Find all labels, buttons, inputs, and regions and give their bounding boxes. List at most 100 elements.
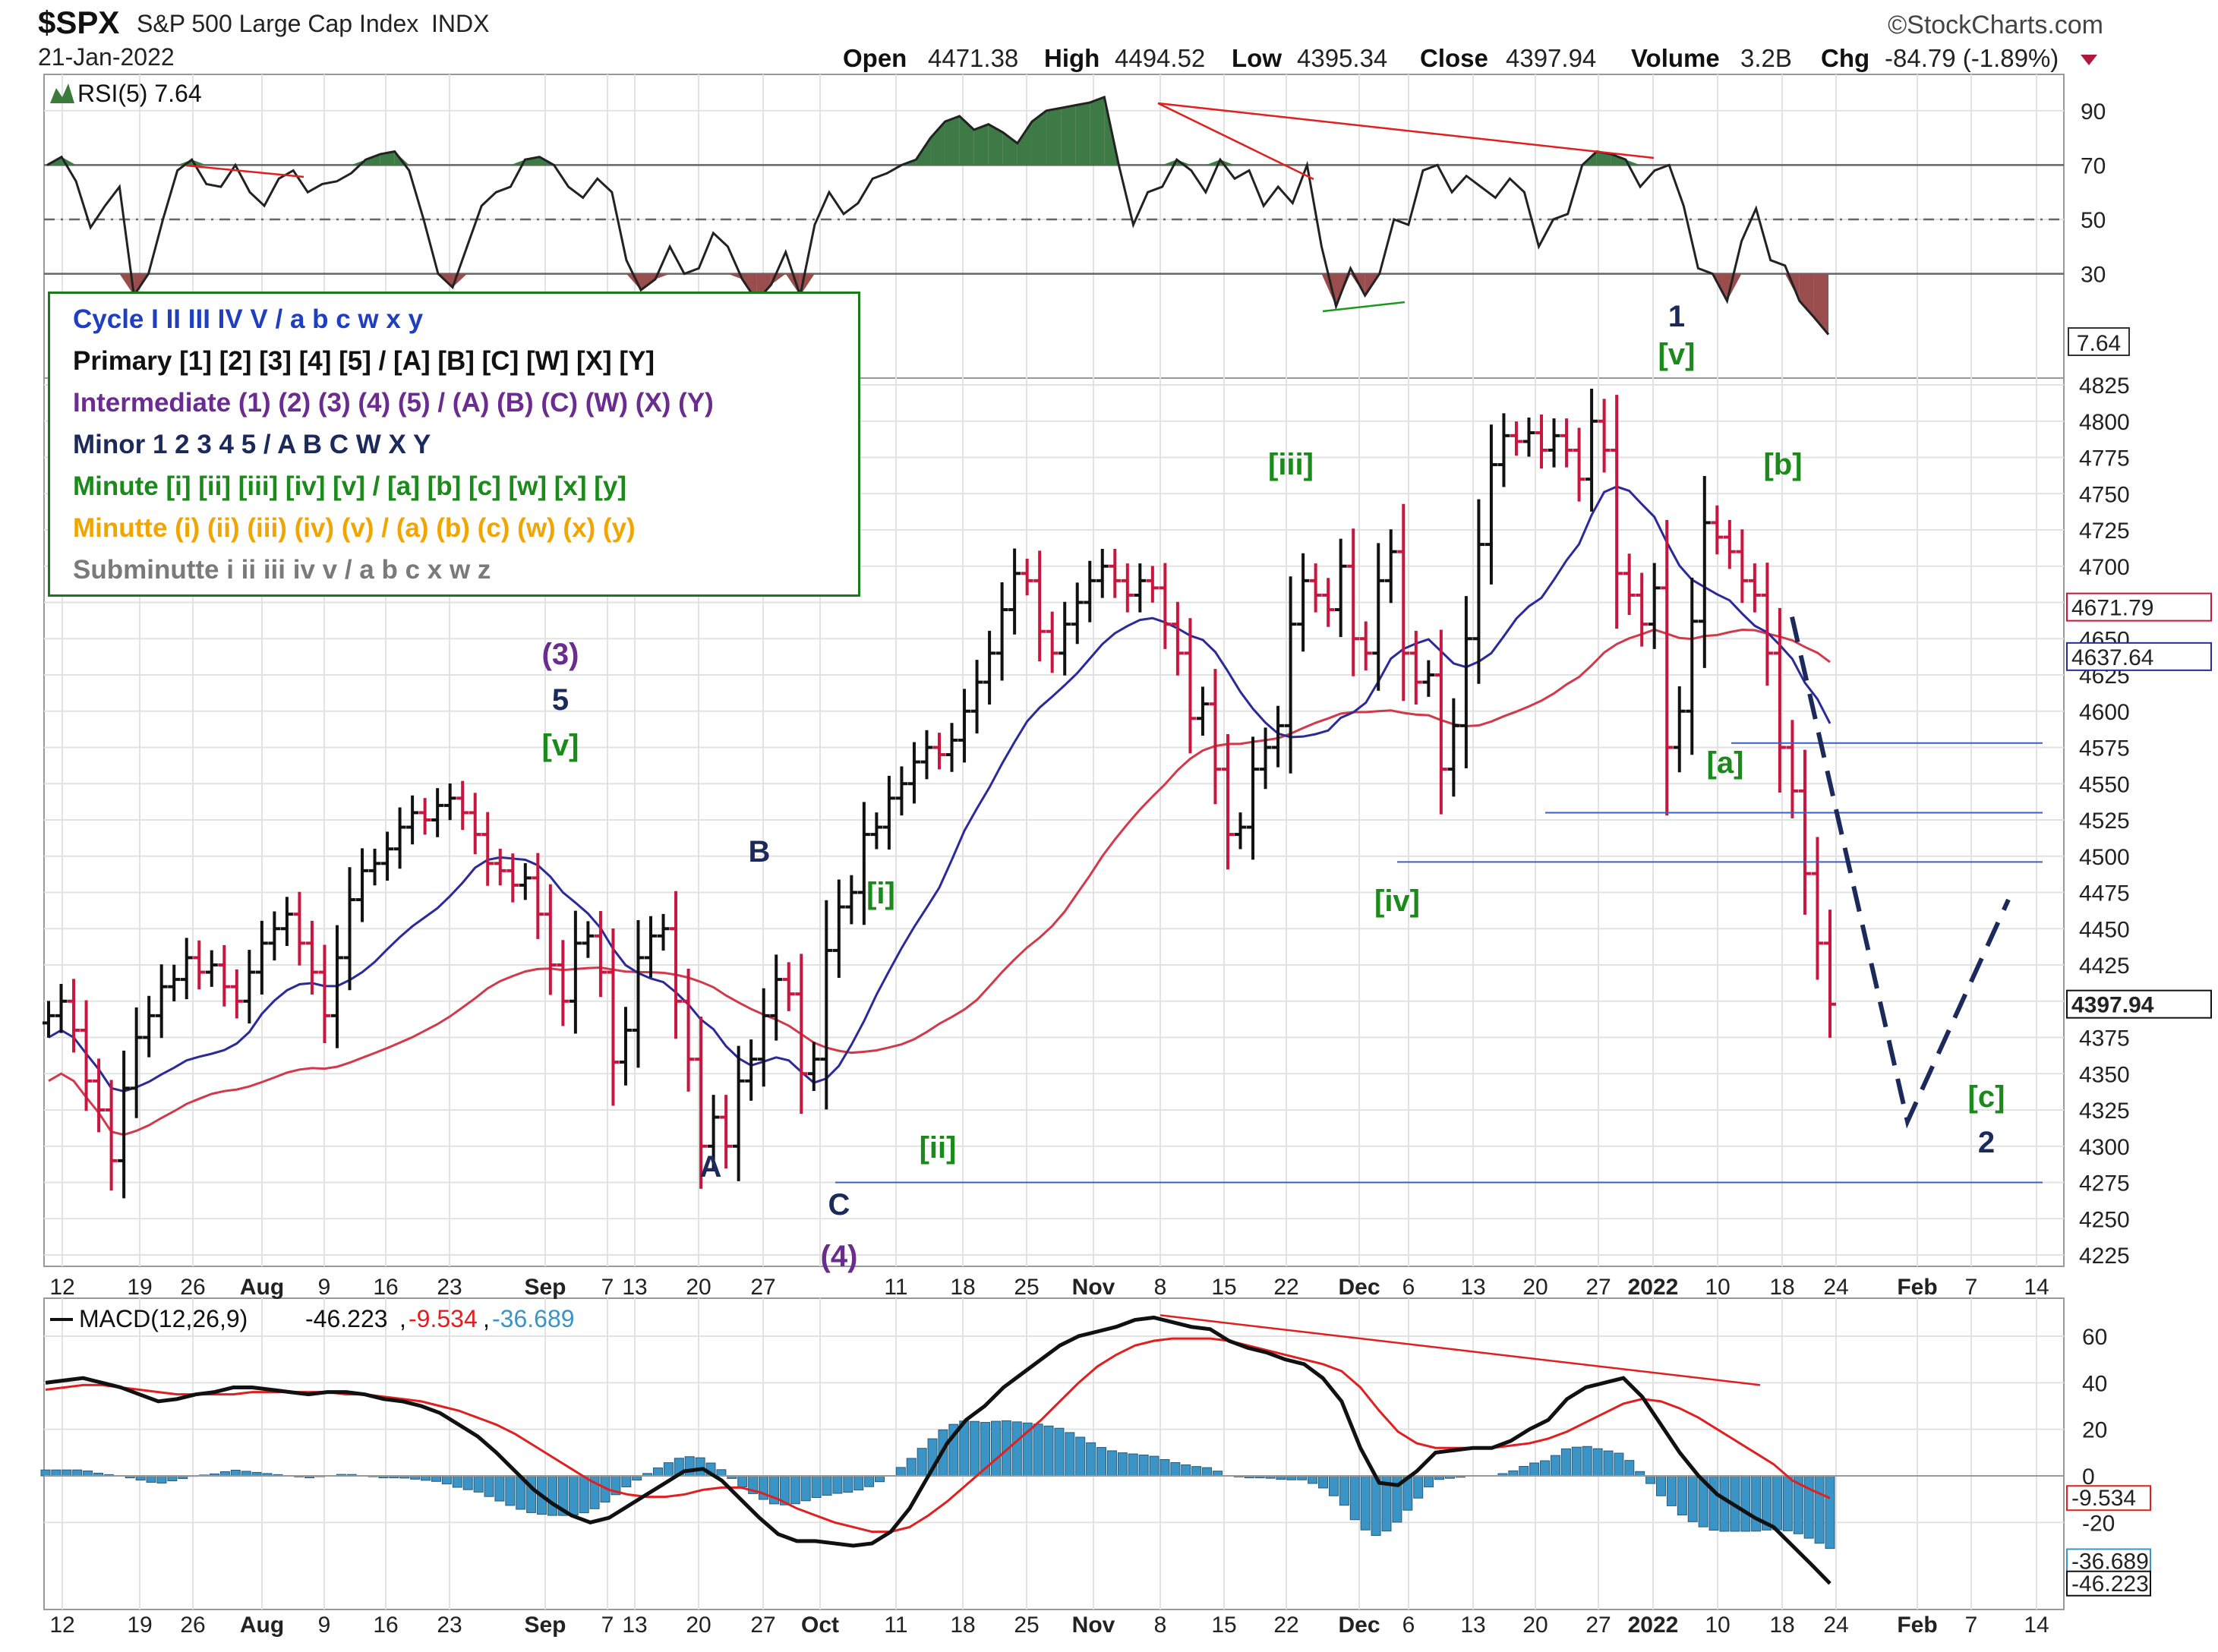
x-tick-label: 14 — [2024, 1275, 2049, 1300]
price-tick-label: 4325 — [2079, 1099, 2130, 1124]
rsi-divergence-line — [185, 164, 304, 178]
legend-cycle: Cycle I II III IV V / a b c w x y — [73, 304, 424, 334]
x-tick-label: 6 — [1402, 1613, 1415, 1638]
signal-value: -9.534 — [409, 1305, 478, 1332]
macd-histogram-bar — [1740, 1475, 1751, 1532]
rsi-tick-label: 70 — [2081, 153, 2106, 178]
macd-divergence-line — [1159, 1314, 1761, 1386]
rsi-oversold-fill — [1799, 273, 1814, 317]
x-tick-label: 24 — [1823, 1613, 1848, 1638]
macd-line — [45, 1315, 1832, 1585]
price-tick-label: 4700 — [2079, 555, 2130, 580]
x-tick-label: 10 — [1705, 1275, 1730, 1300]
macd-title: MACD(12,26,9) — [79, 1305, 248, 1332]
rsi-overbought-fill — [930, 121, 945, 166]
x-tick-label: 2022 — [1628, 1613, 1679, 1638]
x-tick-label: Aug — [240, 1275, 284, 1300]
x-tick-label: 6 — [1402, 1275, 1415, 1300]
x-tick-label: 13 — [1460, 1613, 1485, 1638]
rsi-oversold-fill — [785, 273, 800, 296]
close-label: Close — [1420, 44, 1488, 72]
x-tick-label: 27 — [1585, 1275, 1611, 1300]
macd-histogram-bar — [1413, 1475, 1424, 1499]
macd-last-box — [2066, 1570, 2151, 1597]
x-tick-label: 20 — [1522, 1275, 1548, 1300]
macd-histogram-bar — [864, 1475, 875, 1487]
price-tick-label: 4725 — [2079, 519, 2130, 544]
wave-projection — [1790, 616, 2011, 1129]
macd-histogram-bar — [462, 1475, 473, 1490]
rsi-oversold-fill — [1336, 273, 1351, 307]
wave-label: (4) — [821, 1240, 858, 1273]
rsi-oversold-fill — [727, 273, 743, 279]
price-tick-label: 4275 — [2079, 1171, 2130, 1196]
macd-histogram-bar — [653, 1468, 664, 1477]
legend-subminutte: Subminutte i ii iii iv v / a b c x w z — [73, 555, 491, 585]
price-tick-label: 4450 — [2079, 917, 2130, 942]
macd-histogram-bar — [579, 1475, 589, 1514]
rsi-overbought-fill — [1017, 121, 1032, 166]
last-value-box — [2066, 989, 2212, 1019]
ma50-last-label: 4671.79 — [2071, 596, 2153, 621]
macd-histogram-bar — [40, 1469, 51, 1477]
rsi-overbought-fill — [1061, 105, 1076, 166]
wave-label: [ii] — [920, 1131, 957, 1165]
macd-histogram-bar — [1603, 1450, 1614, 1477]
wave-label: (3) — [542, 638, 579, 671]
price-tick-label: 4225 — [2079, 1244, 2130, 1269]
symbol: $SPX — [38, 5, 119, 40]
wave-label: A — [700, 1150, 722, 1184]
high-label: High — [1044, 44, 1100, 72]
x-tick-label: 27 — [750, 1613, 775, 1638]
macd-histogram-bar — [716, 1469, 727, 1477]
macd-last-label: -46.223 — [2071, 1572, 2149, 1597]
price-tick-label: 4550 — [2079, 772, 2130, 797]
macd-histogram-bar — [1560, 1448, 1571, 1477]
macd-histogram-bar — [1328, 1475, 1339, 1496]
down-arrow-icon — [2081, 55, 2097, 65]
macd-histogram-bar — [1550, 1455, 1560, 1477]
wave-annotations: (3) 5 [v] B A C (4) [i] [ii] [iii] [iv] 1 [v] [a] [b] [… — [542, 300, 2005, 1273]
macd-histogram-bar — [811, 1475, 822, 1498]
x-tick-label: 9 — [318, 1613, 331, 1638]
price-tick-label: 4425 — [2079, 954, 2130, 979]
macd-histogram-bar — [1318, 1475, 1329, 1489]
volume-value: 3.2B — [1740, 44, 1792, 72]
x-tick-label: 24 — [1823, 1275, 1848, 1300]
volume-label: Volume — [1631, 44, 1720, 72]
macd-histogram-bar — [1086, 1442, 1096, 1477]
x-tick-label: 16 — [373, 1613, 398, 1638]
x-tick-label: Nov — [1072, 1275, 1115, 1300]
macd-histogram-bar — [431, 1475, 441, 1482]
price-tick-label: 4575 — [2079, 736, 2130, 761]
x-tick-label: 15 — [1211, 1275, 1236, 1300]
rsi-tick-label: 30 — [2081, 263, 2106, 288]
rsi-divergence-line — [1157, 102, 1655, 159]
chart-date: 21-Jan-2022 — [38, 43, 175, 71]
macd-last-box — [2066, 1485, 2151, 1512]
price-tick-label: 4600 — [2079, 700, 2130, 725]
macd-histogram-bar — [695, 1457, 705, 1477]
macd-histogram-bar — [853, 1475, 864, 1491]
macd-tick-label: 0 — [2082, 1464, 2095, 1490]
macd-histogram-bar — [843, 1475, 853, 1493]
macd-histogram-bar — [1571, 1446, 1582, 1477]
x-axis: 12 19 26 Aug 9 16 23 Sep 7 13 20 27 11 18 25 Nov 8 15 22 De… — [49, 1275, 2049, 1638]
x-tick-label: 14 — [2024, 1613, 2049, 1638]
ohlc-readout: Open 4471.38 High 4494.52 Low 4395.34 Cl… — [843, 44, 2097, 72]
exchange: INDX — [431, 10, 489, 37]
macd-histogram-bar — [1106, 1450, 1117, 1477]
x-tick-label: 23 — [437, 1613, 462, 1638]
macd-histogram-bar — [663, 1462, 674, 1477]
price-tick-label: 4300 — [2079, 1135, 2130, 1160]
macd-tick-label: 20 — [2082, 1418, 2107, 1443]
ma20-last-label: 4637.64 — [2071, 645, 2153, 670]
macd-histogram-bar — [1751, 1475, 1762, 1532]
rsi-plot: 30 50 70 90 7.64 — [44, 95, 2130, 356]
macd-histogram-bar — [1117, 1452, 1128, 1477]
rsi-overbought-fill — [1611, 154, 1626, 166]
macd-histogram-bar — [473, 1475, 484, 1493]
x-tick-label: 13 — [622, 1613, 647, 1638]
rsi-oversold-fill — [655, 273, 670, 279]
